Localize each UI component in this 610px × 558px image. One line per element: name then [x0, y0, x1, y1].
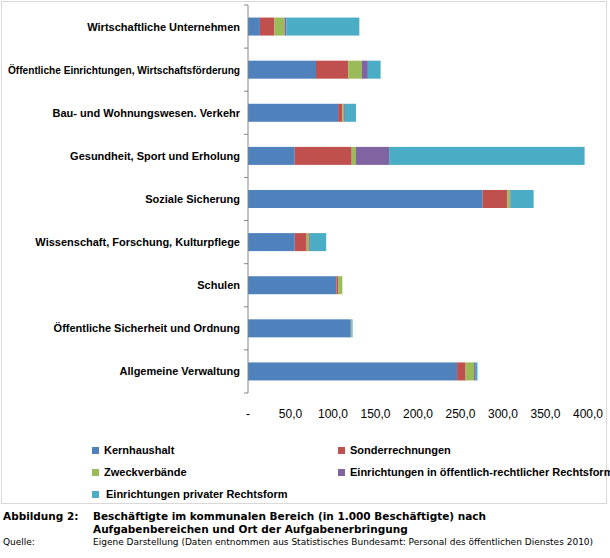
legend-swatch	[92, 447, 99, 454]
bar	[345, 104, 356, 122]
bar	[286, 18, 359, 36]
legend-swatch	[92, 469, 99, 476]
category-label: Schulen	[197, 279, 240, 291]
source-label: Quelle:	[3, 537, 35, 547]
tick-label: 250,0	[445, 407, 475, 421]
bar	[248, 104, 338, 122]
bar	[248, 190, 483, 208]
bar	[483, 190, 508, 208]
bar	[248, 319, 351, 337]
source-text: Eigene Darstellung (Daten entnommen aus …	[93, 537, 603, 547]
category-tick	[244, 134, 248, 135]
bar	[348, 61, 362, 79]
bar	[352, 147, 356, 165]
legend-swatch	[338, 447, 345, 454]
bar	[350, 319, 351, 337]
category-label: Wirtschaftliche Unternehmen	[87, 21, 240, 33]
legend-label: Einrichtungen privater Rechtsform	[106, 488, 288, 500]
tick-label: -	[246, 407, 250, 421]
category-label: Bau- und Wohnungswesen. Verkehr	[53, 107, 241, 119]
bar	[511, 190, 534, 208]
chart: Wirtschaftliche Unternehmen Öffentliche E…	[0, 0, 610, 558]
bar	[310, 233, 326, 251]
category-tick	[244, 48, 248, 49]
tick-label: 150,0	[360, 407, 390, 421]
tick-label: 50,0	[279, 407, 303, 421]
category-tick	[244, 5, 248, 6]
category-tick	[244, 393, 248, 394]
bar	[316, 61, 348, 79]
tick-label: 350,0	[530, 407, 560, 421]
category-tick	[244, 220, 248, 221]
bar	[260, 18, 274, 36]
bar	[350, 319, 352, 337]
chart-frame	[2, 2, 607, 504]
bar	[476, 362, 478, 380]
tick-label: 100,0	[318, 407, 348, 421]
bar	[474, 362, 476, 380]
category-label: Soziale Sicherung	[145, 193, 240, 205]
category-tick	[244, 177, 248, 178]
category-label: Öffentliche Sicherheit und Ordnung	[54, 322, 240, 334]
bar	[295, 147, 352, 165]
category-tick	[244, 349, 248, 350]
legend-label: Einrichtungen in öffentlich-rechtlicher …	[350, 466, 610, 478]
tick-label: 300,0	[488, 407, 518, 421]
category-tick	[244, 306, 248, 307]
bar	[507, 190, 510, 208]
bar	[248, 362, 457, 380]
legend-label: Kernhaushalt	[104, 444, 175, 456]
caption-title: Beschäftigte im kommunalen Bereich (in 1…	[93, 510, 533, 536]
legend-swatch	[338, 469, 345, 476]
bar	[274, 18, 284, 36]
bar	[342, 104, 344, 122]
category-axis	[248, 5, 249, 393]
category-tick	[244, 263, 248, 264]
bar	[338, 276, 342, 294]
category-label: Allgemeine Verwaltung	[120, 365, 240, 377]
bar	[248, 18, 260, 36]
category-label: Öffentliche Einrichtungen, Wirtschaftsfö…	[8, 64, 240, 76]
bar	[351, 319, 352, 337]
category-label: Wissenschaft, Forschung, Kulturpflege	[35, 236, 240, 248]
category-tick	[244, 91, 248, 92]
bar	[248, 147, 295, 165]
bar	[342, 276, 343, 294]
category-label: Gesundheit, Sport und Erholung	[70, 150, 240, 162]
bar	[457, 362, 466, 380]
bar	[285, 18, 287, 36]
bar	[351, 319, 353, 337]
bar	[295, 233, 307, 251]
bar	[362, 61, 368, 79]
bar	[356, 147, 389, 165]
bar	[248, 233, 295, 251]
bar	[248, 276, 336, 294]
bar	[389, 147, 584, 165]
legend-label: Zweckverbände	[104, 466, 187, 478]
tick-label: 400,0	[573, 407, 603, 421]
legend-label: Sonderrechnungen	[350, 444, 451, 456]
figure-number: Abbildung 2:	[3, 510, 79, 522]
bar	[336, 276, 338, 294]
legend-swatch	[92, 491, 99, 498]
bar	[466, 362, 475, 380]
bar	[338, 104, 342, 122]
tick-label: 200,0	[403, 407, 433, 421]
bar	[248, 61, 316, 79]
bar	[368, 61, 381, 79]
bar	[342, 276, 343, 294]
bar	[307, 233, 310, 251]
bars	[248, 18, 585, 381]
